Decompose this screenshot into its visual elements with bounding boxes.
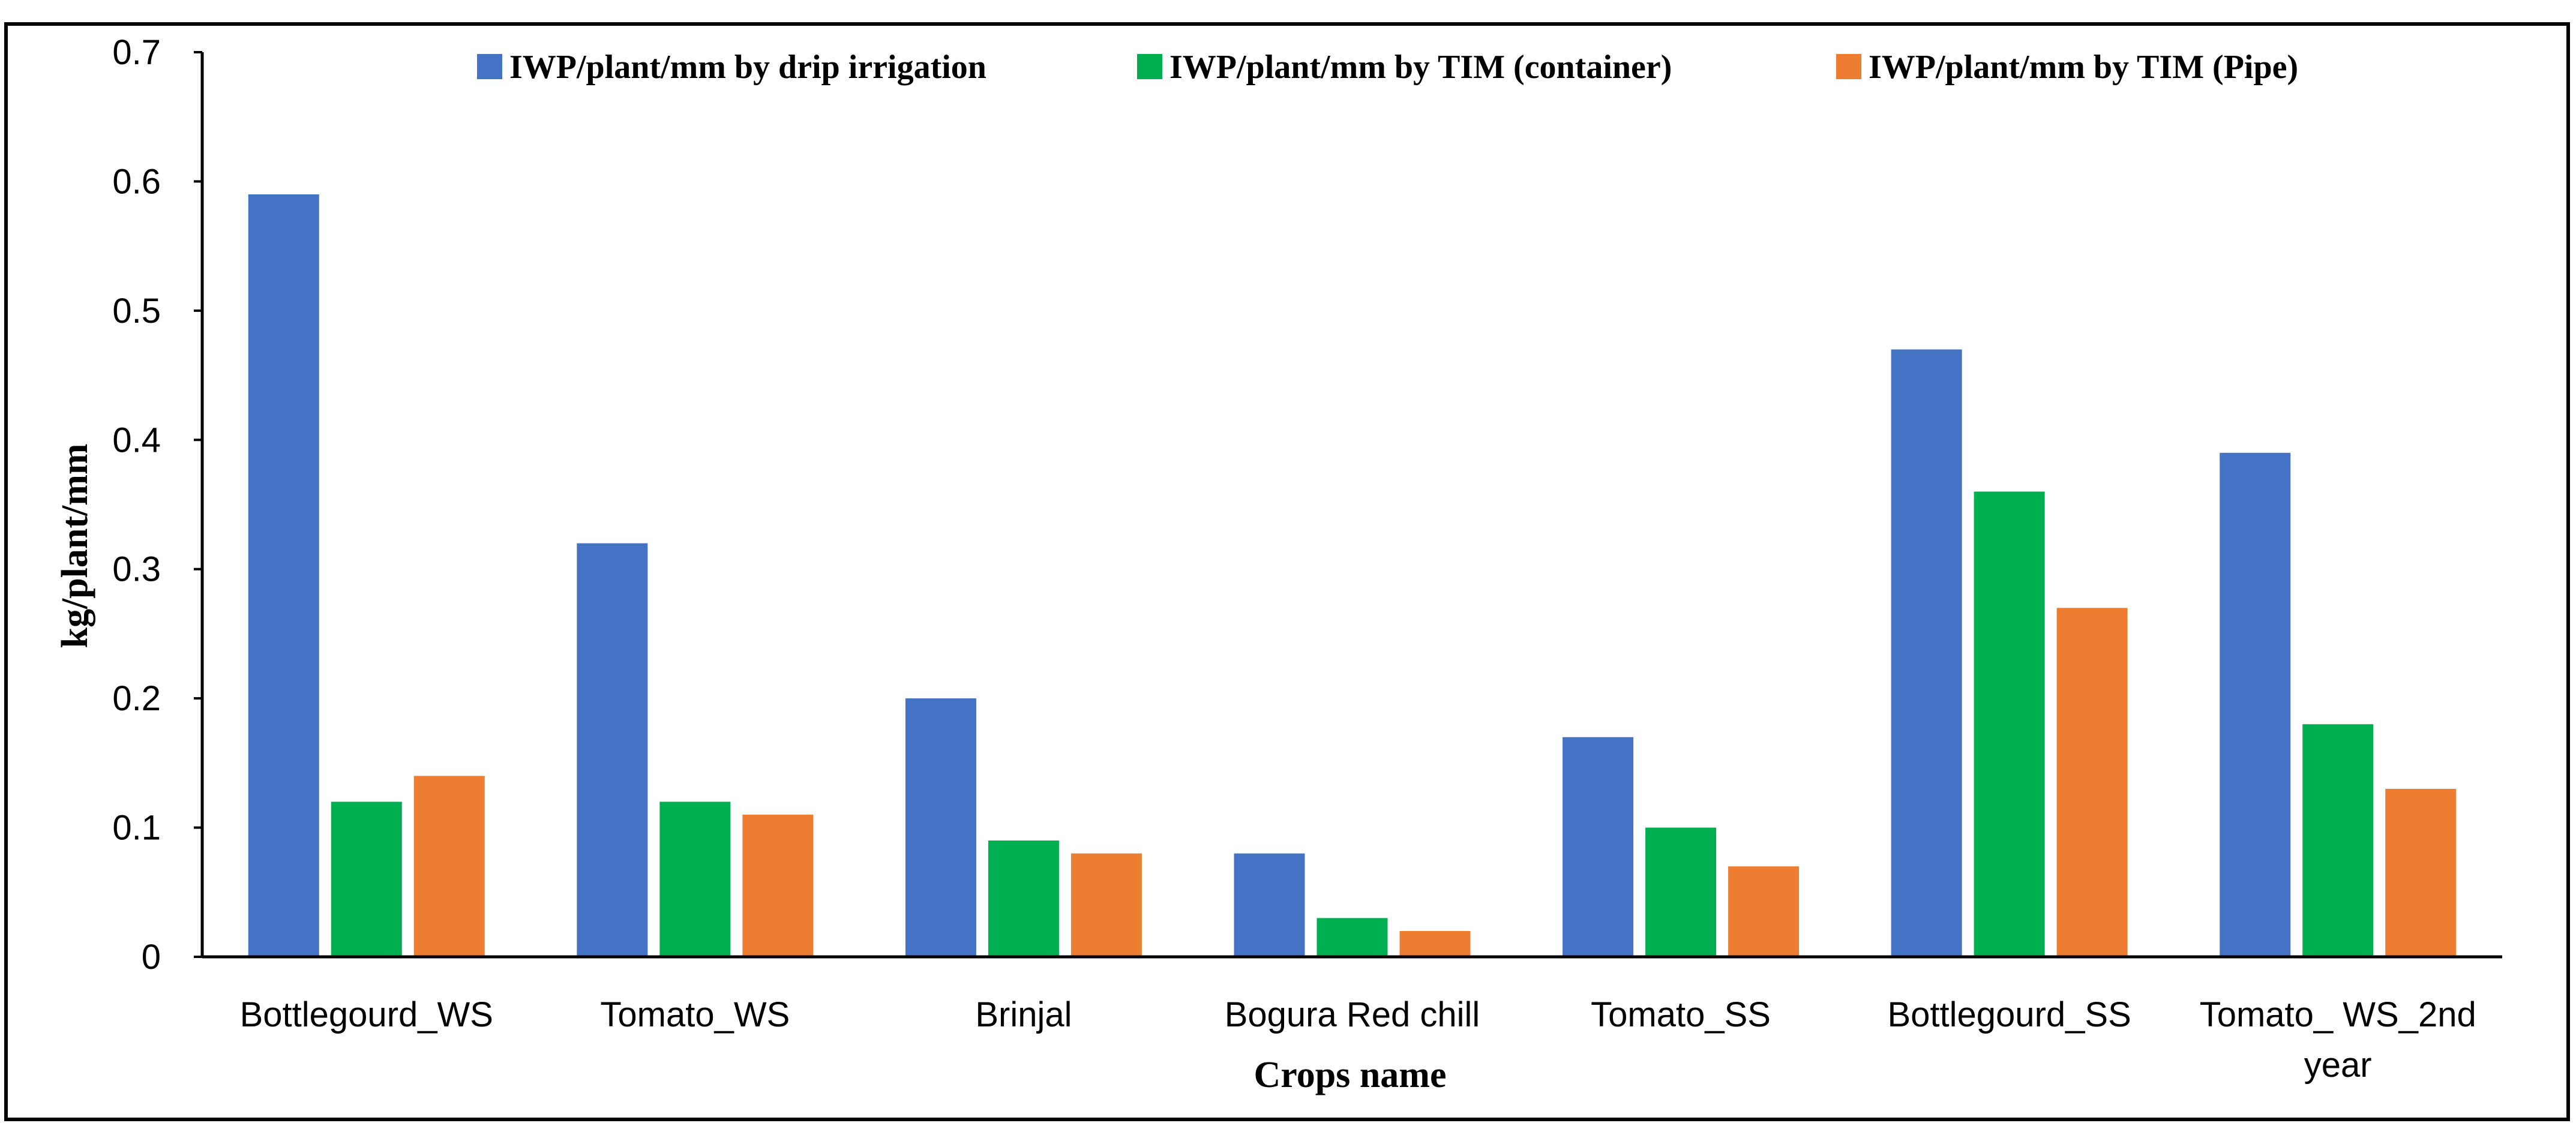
bar-3-4 (1399, 930, 1471, 957)
bar-1-7 (2220, 452, 2291, 957)
y-tick-label: 0.2 (112, 679, 161, 718)
y-tick-label: 0.6 (112, 162, 161, 201)
bar-2-2 (659, 801, 731, 957)
x-category-label: Tomato_ WS_2nd (2200, 995, 2476, 1034)
legend: IWP/plant/mm by drip irrigation IWP/plant… (477, 49, 2298, 86)
legend-label-2: IWP/plant/mm by TIM (container) (1169, 49, 1672, 86)
legend-swatch-2 (1137, 54, 1162, 79)
y-tick-label: 0 (142, 938, 161, 977)
bar-2-6 (1974, 491, 2045, 957)
bar-3-5 (1728, 866, 1800, 957)
y-tick-label: 0.1 (112, 809, 161, 848)
x-category-label: year (2304, 1046, 2372, 1085)
y-tick-label: 0.3 (112, 550, 161, 589)
y-ticks: 0 0.1 0.2 0.3 0.4 0.5 0.6 0.7 (112, 33, 202, 977)
bar-2-7 (2302, 724, 2374, 957)
x-category-label: Bogura Red chill (1225, 995, 1480, 1034)
legend-swatch-1 (477, 54, 502, 79)
bar-1-3 (905, 698, 976, 957)
y-axis-title: kg/plant/mm (55, 443, 95, 648)
x-category-label: Brinjal (975, 995, 1072, 1034)
bar-1-1 (248, 194, 319, 957)
bar-3-7 (2385, 788, 2457, 957)
bar-3-3 (1070, 853, 1142, 957)
y-tick-label: 0.5 (112, 292, 161, 331)
x-category-label: Bottlegourd_SS (1887, 995, 2131, 1034)
legend-swatch-3 (1836, 54, 1861, 79)
y-tick-label: 0.4 (112, 421, 161, 460)
x-category-labels: Bottlegourd_WS Tomato_WS Brinjal Bogura Red… (240, 995, 2476, 1085)
x-category-label: Tomato_SS (1591, 995, 1771, 1034)
x-category-label: Tomato_WS (600, 995, 790, 1034)
x-axis-title: Crops name (1254, 1055, 1447, 1095)
bar-2-5 (1645, 827, 1717, 957)
bar-2-1 (331, 801, 402, 957)
bar-1-6 (1891, 349, 1962, 957)
bar-2-3 (988, 840, 1059, 957)
legend-label-3: IWP/plant/mm by TIM (Pipe) (1869, 49, 2298, 86)
legend-label-1: IWP/plant/mm by drip irrigation (509, 49, 986, 86)
bars-layer (248, 194, 2457, 957)
bar-1-4 (1234, 853, 1305, 957)
bar-1-5 (1563, 737, 1634, 957)
bar-3-1 (413, 776, 485, 957)
x-category-label: Bottlegourd_WS (240, 995, 493, 1034)
bar-2-4 (1317, 918, 1388, 957)
bar-3-2 (742, 815, 814, 957)
y-tick-label: 0.7 (112, 33, 161, 72)
bar-3-6 (2056, 608, 2128, 957)
bar-1-2 (577, 543, 648, 957)
